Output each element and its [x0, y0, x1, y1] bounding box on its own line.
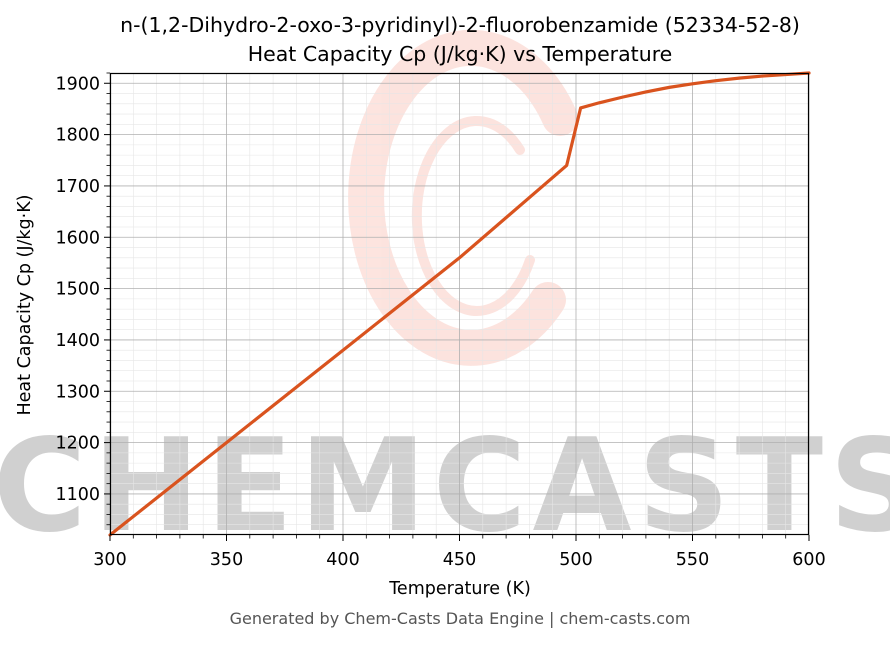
y-tick-label: 1600	[55, 228, 100, 248]
x-tick-label: 400	[326, 550, 359, 570]
x-axis: 300 350 400 450 500 550 600	[93, 535, 826, 570]
x-tick-label: 350	[210, 550, 243, 570]
x-tick-label: 500	[559, 550, 592, 570]
watermark-text: CHEMCASTS	[0, 412, 890, 561]
series-line	[108, 71, 811, 537]
x-tick-label: 450	[443, 550, 476, 570]
plot-frame	[109, 72, 810, 536]
y-axis-label: Heat Capacity Cp (J/kg·K)	[15, 195, 35, 416]
footer-credit: Generated by Chem-Casts Data Engine | ch…	[230, 609, 691, 628]
y-tick-label: 1900	[55, 74, 100, 94]
x-tick-label: 600	[792, 550, 825, 570]
x-tick-label: 300	[93, 550, 126, 570]
x-axis-label: Temperature (K)	[388, 579, 531, 599]
y-tick-label: 1700	[55, 177, 100, 197]
y-tick-label: 1800	[55, 126, 100, 146]
chemcasts-watermark-logo: CHEMCASTS	[0, 29, 890, 561]
chart-title-line1: n-(1,2-Dihydro-2-oxo-3-pyridinyl)-2-fluo…	[120, 13, 800, 37]
y-tick-label: 1300	[55, 382, 100, 402]
y-tick-label: 1500	[55, 280, 100, 300]
series-layer	[108, 71, 811, 537]
y-axis: 1100 1200 1300 1400 1500 1600 1700 1800 1900	[55, 72, 110, 526]
chart-title-line2: Heat Capacity Cp (J/kg·K) vs Temperature	[248, 42, 673, 66]
y-tick-label: 1400	[55, 331, 100, 351]
x-tick-label: 550	[676, 550, 709, 570]
y-tick-label: 1100	[55, 485, 100, 505]
y-tick-label: 1200	[55, 434, 100, 454]
